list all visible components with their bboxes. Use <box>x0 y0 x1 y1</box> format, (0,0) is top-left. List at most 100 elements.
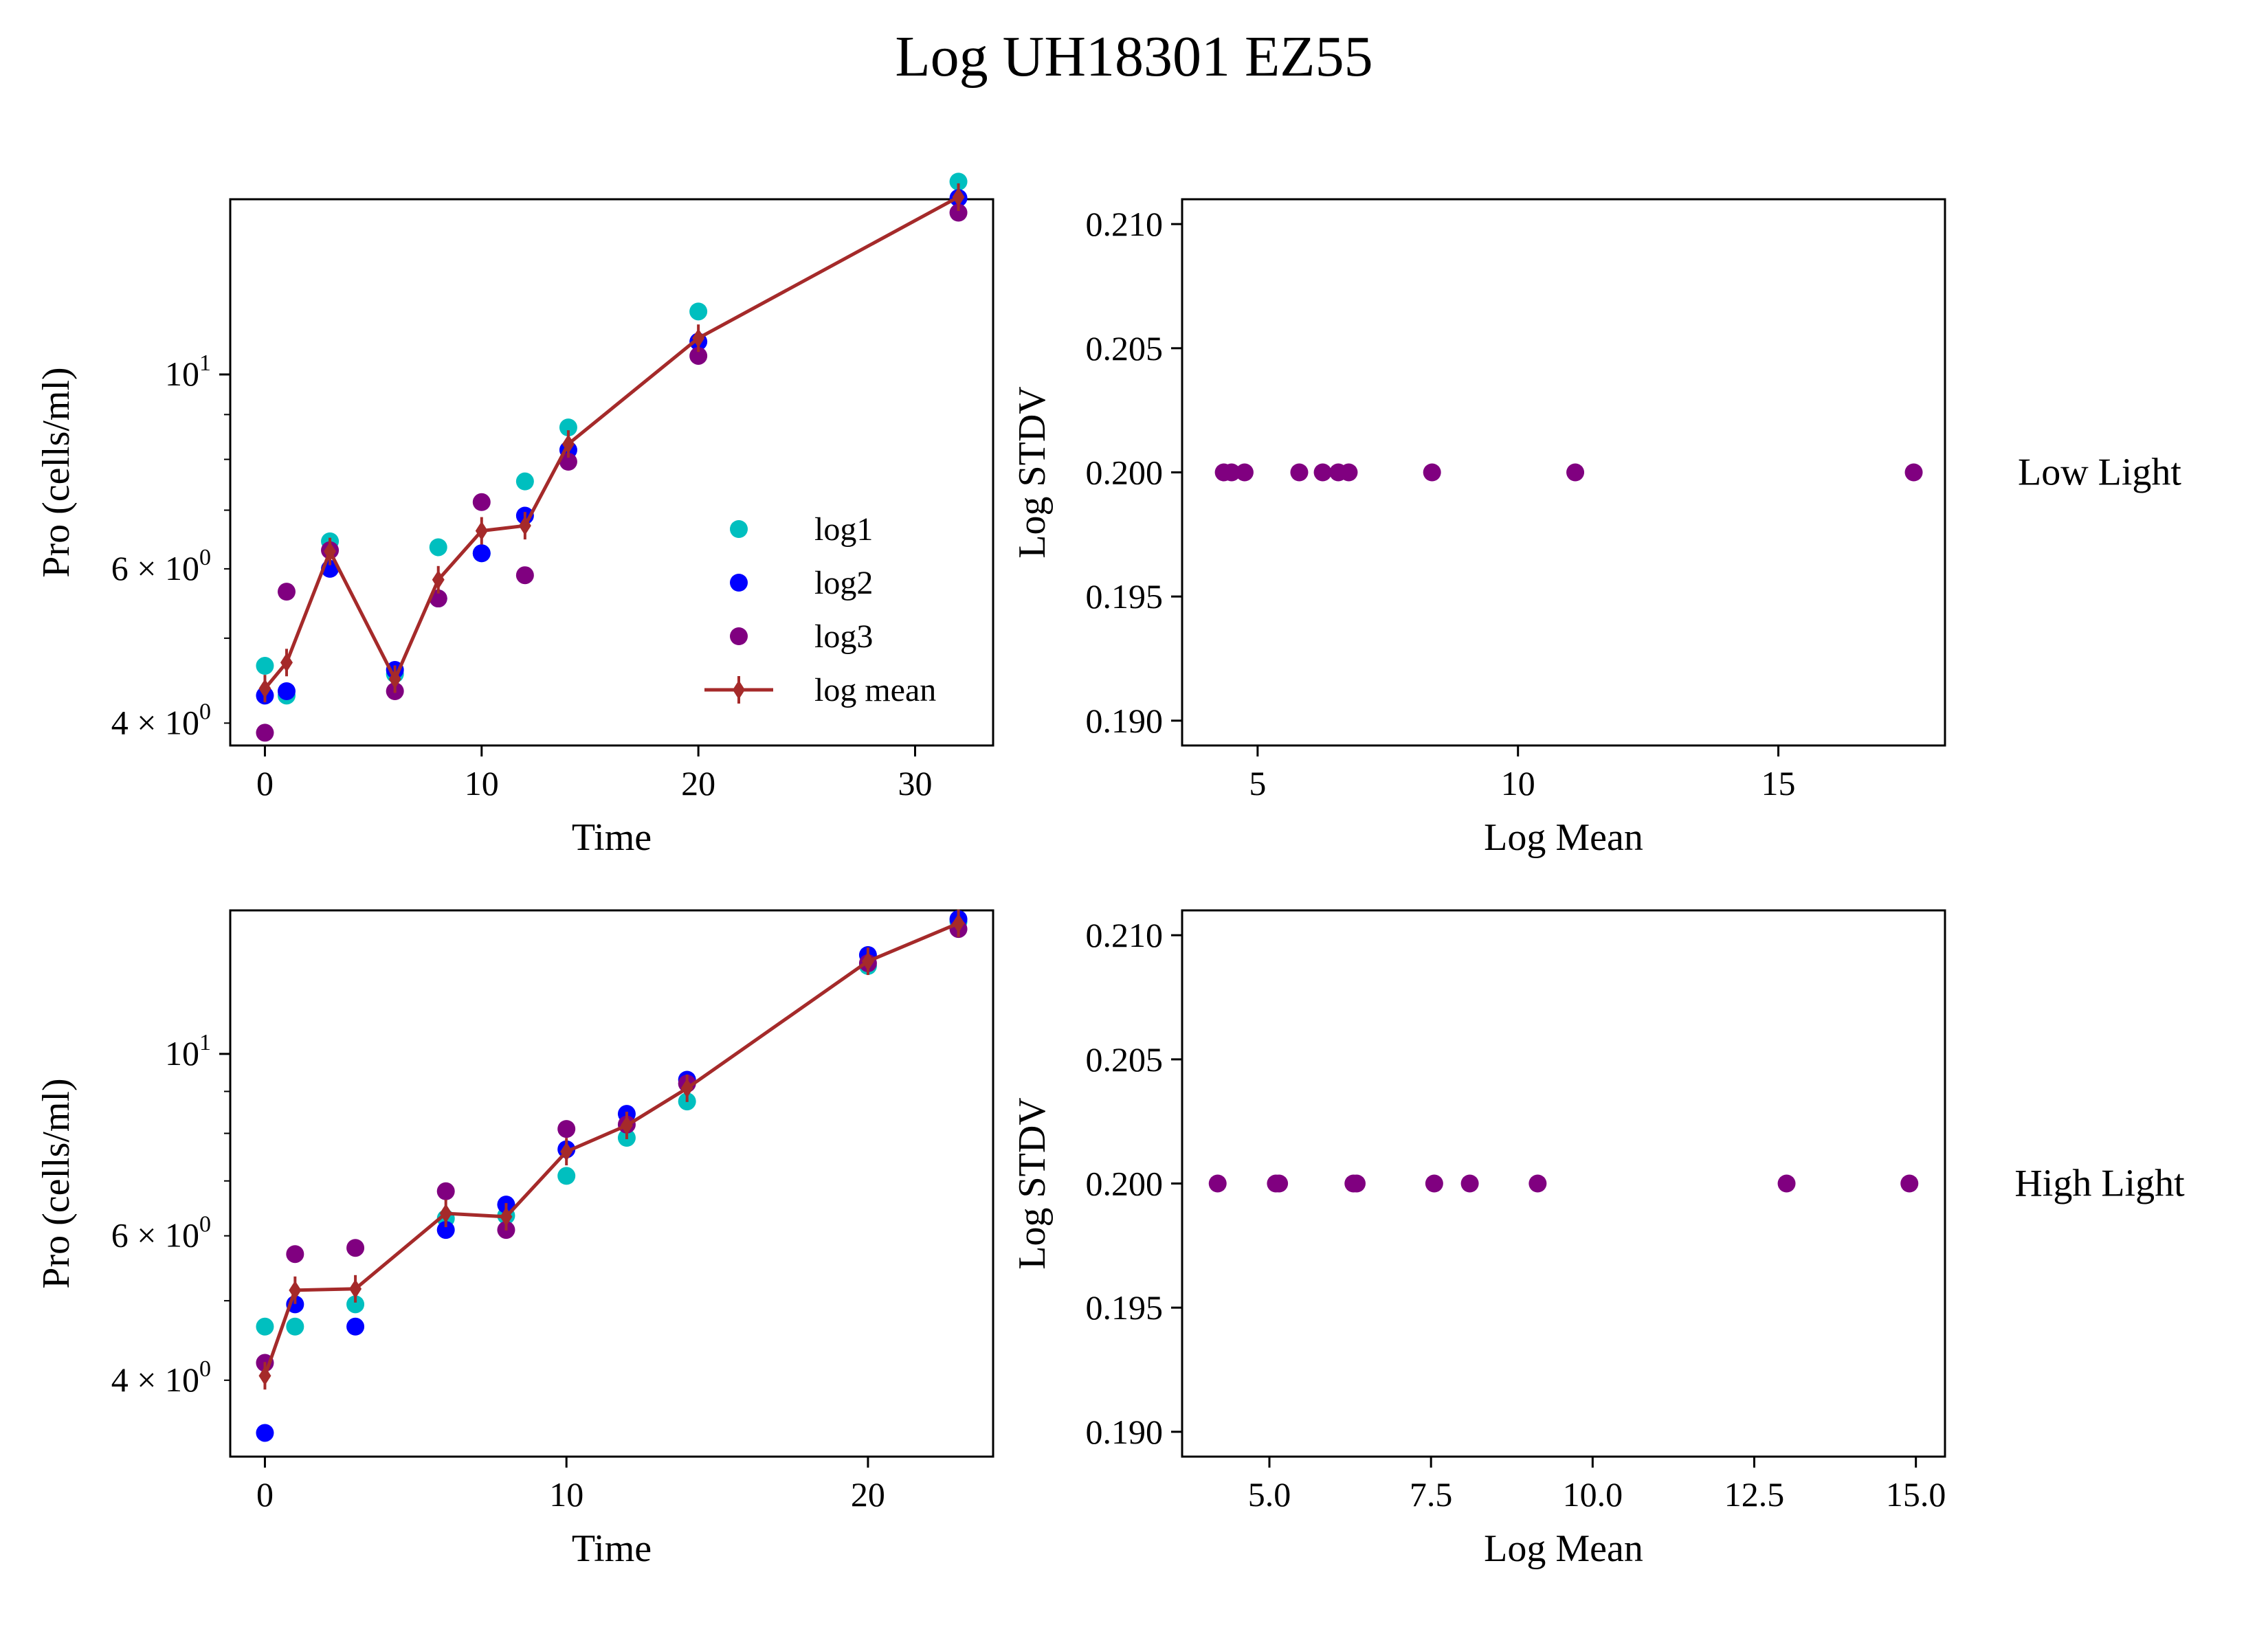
stdv-point <box>1423 463 1441 482</box>
x-tick-label: 15.0 <box>1886 1475 1946 1514</box>
stdv-point <box>1208 1174 1227 1193</box>
log3-point <box>557 1120 576 1138</box>
y-tick-label: 4 × 100 <box>111 699 211 741</box>
high-stdv-axes-frame <box>1181 909 1946 1458</box>
log1-point <box>256 1317 274 1336</box>
side-label: High Light <box>2014 1163 2185 1205</box>
log-mean-marker <box>280 653 293 673</box>
log-mean-marker <box>692 328 705 348</box>
stdv-point <box>1235 463 1254 482</box>
stdv-point <box>1777 1174 1796 1193</box>
x-tick-label: 5 <box>1249 764 1266 803</box>
y-axis-label: Pro (cells/ml) <box>35 367 78 577</box>
y-tick-base: 6 × 10 <box>111 1216 199 1255</box>
stdv-point <box>1222 463 1241 482</box>
x-tick-label: 30 <box>898 764 932 803</box>
x-tick-label: 20 <box>851 1475 885 1514</box>
log-mean-marker <box>289 1280 302 1300</box>
log3-point <box>286 1245 304 1264</box>
y-axis-label: Pro (cells/ml) <box>35 1078 78 1288</box>
log3-point <box>277 583 296 601</box>
x-tick-label: 20 <box>681 764 715 803</box>
log-mean-marker <box>349 1279 362 1299</box>
y-tick-label: 0.195 <box>1086 577 1164 616</box>
log-mean-marker <box>680 1078 693 1098</box>
x-tick-label: 7.5 <box>1410 1475 1453 1514</box>
log-mean-marker <box>258 679 271 699</box>
stdv-point <box>1425 1174 1443 1193</box>
log-mean-line <box>263 195 959 690</box>
log2-point <box>256 1424 274 1442</box>
legend-label-log-mean: log mean <box>814 672 936 708</box>
log-mean-marker <box>324 541 337 561</box>
stdv-point <box>1270 1174 1289 1193</box>
log1-point <box>557 1167 576 1185</box>
log3-point <box>689 346 708 365</box>
x-tick-label: 12.5 <box>1724 1475 1785 1514</box>
log-mean-line <box>263 921 959 1377</box>
x-tick-label: 15 <box>1761 764 1796 803</box>
y-tick-exponent: 1 <box>199 350 211 376</box>
stdv-point <box>1528 1174 1547 1193</box>
y-axis-label: Log STDV <box>1011 386 1054 558</box>
y-tick-exponent: 1 <box>199 1030 211 1055</box>
legend-marker-log3 <box>730 627 748 645</box>
log3-point <box>949 203 968 222</box>
log-mean-marker <box>258 1366 271 1386</box>
y-tick-label: 0.195 <box>1086 1288 1164 1327</box>
y-tick-label: 0.210 <box>1086 205 1164 243</box>
x-tick-label: 5.0 <box>1248 1475 1291 1514</box>
log2-point <box>346 1317 365 1336</box>
y-tick-exponent: 0 <box>199 699 211 724</box>
log3-point <box>515 566 534 585</box>
legend-marker-log1 <box>730 520 748 538</box>
log-mean-marker <box>439 1204 452 1224</box>
y-tick-label: 0.200 <box>1086 1165 1164 1203</box>
y-tick-label: 6 × 100 <box>111 545 211 587</box>
panel-low-light-stdv: 0.190 0.195 0.200 0.205 0.210 5 10 15 Log Mean Lo… <box>1011 198 2181 859</box>
legend-label-log2: log2 <box>814 565 873 601</box>
y-tick-label: 4 × 100 <box>111 1356 211 1399</box>
stdv-point <box>1290 463 1309 482</box>
x-tick-label: 0 <box>256 764 274 803</box>
y-tick-label: 0.200 <box>1086 453 1164 492</box>
log3-point <box>346 1239 365 1257</box>
y-tick-label: 0.190 <box>1086 1413 1164 1451</box>
stdv-point <box>1900 1174 1919 1193</box>
log2-point <box>436 1221 455 1239</box>
log-mean-marker <box>620 1115 633 1135</box>
x-tick-label: 10 <box>1501 764 1535 803</box>
y-tick-label: 6 × 100 <box>111 1212 211 1255</box>
log-mean-marker <box>388 669 401 689</box>
log1-point <box>689 302 708 321</box>
legend-marker-log-mean-diamond <box>733 680 745 699</box>
y-tick-label: 0.210 <box>1086 916 1164 954</box>
side-label: Low Light <box>2018 451 2181 494</box>
panel-high-light-stdv: 0.190 0.195 0.200 0.205 0.210 5.0 7.5 10.0 12.5 1… <box>1011 909 2185 1570</box>
log-mean-marker <box>562 434 575 454</box>
log1-point <box>515 472 534 491</box>
y-tick-label: 101 <box>165 1030 211 1073</box>
log1-point <box>286 1317 304 1336</box>
y-tick-base: 10 <box>165 355 199 393</box>
log-mean-marker <box>500 1207 513 1226</box>
log-mean-marker <box>952 913 965 933</box>
stdv-point <box>1460 1174 1479 1193</box>
stdv-point <box>1566 463 1585 482</box>
y-axis-label: Log STDV <box>1011 1097 1054 1269</box>
stdv-point <box>1904 463 1923 482</box>
x-tick-label: 10 <box>549 1475 583 1514</box>
log2-point <box>277 682 296 700</box>
legend-marker-log2 <box>730 574 748 592</box>
y-tick-exponent: 0 <box>199 545 211 570</box>
log-mean-marker <box>952 187 965 207</box>
y-tick-base: 4 × 10 <box>111 703 199 741</box>
log1-point <box>256 657 274 675</box>
log3-point <box>256 723 274 742</box>
log3-point <box>559 453 577 471</box>
log1-point <box>949 172 968 191</box>
log1-point <box>559 418 577 437</box>
y-tick-base: 10 <box>165 1034 199 1073</box>
